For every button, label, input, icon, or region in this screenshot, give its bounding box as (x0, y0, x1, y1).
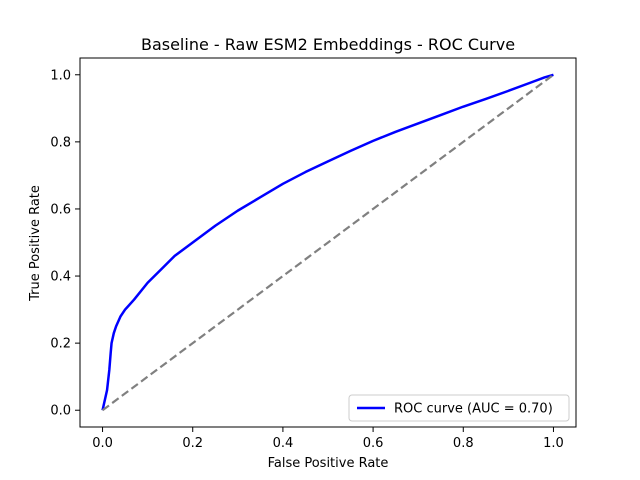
x-tick-label: 0.4 (273, 436, 294, 451)
chance-diagonal-line (101, 73, 555, 412)
x-tick-label: 1.0 (543, 436, 564, 451)
y-tick-label: 0.8 (50, 135, 71, 150)
y-axis-label: True Positive Rate (28, 185, 43, 302)
legend-box (348, 394, 570, 422)
legend-label: ROC curve (AUC = 0.70) (394, 402, 553, 417)
y-tick-label: 0.0 (50, 404, 71, 419)
x-tick-label: 0.8 (453, 436, 474, 451)
y-tick-label: 0.2 (50, 337, 71, 352)
x-tick-label: 0.6 (363, 436, 384, 451)
roc-curve-line (101, 73, 554, 411)
plot-area (101, 73, 555, 412)
axes-frame (79, 57, 577, 428)
x-axis-label: False Positive Rate (268, 456, 389, 471)
x-tick-label: 0.2 (182, 436, 203, 451)
x-axis-ticks: 0.0 0.2 0.4 0.6 0.8 1.0 (92, 427, 564, 451)
x-tick-label: 0.0 (92, 436, 113, 451)
y-tick-label: 0.4 (50, 270, 71, 285)
y-tick-label: 0.6 (50, 202, 71, 217)
legend: ROC curve (AUC = 0.70) (348, 394, 570, 422)
y-axis-ticks: 0.0 0.2 0.4 0.6 0.8 1.0 (50, 68, 80, 419)
y-tick-label: 1.0 (50, 68, 71, 83)
chart-title: Baseline - Raw ESM2 Embeddings - ROC Cur… (141, 35, 515, 54)
